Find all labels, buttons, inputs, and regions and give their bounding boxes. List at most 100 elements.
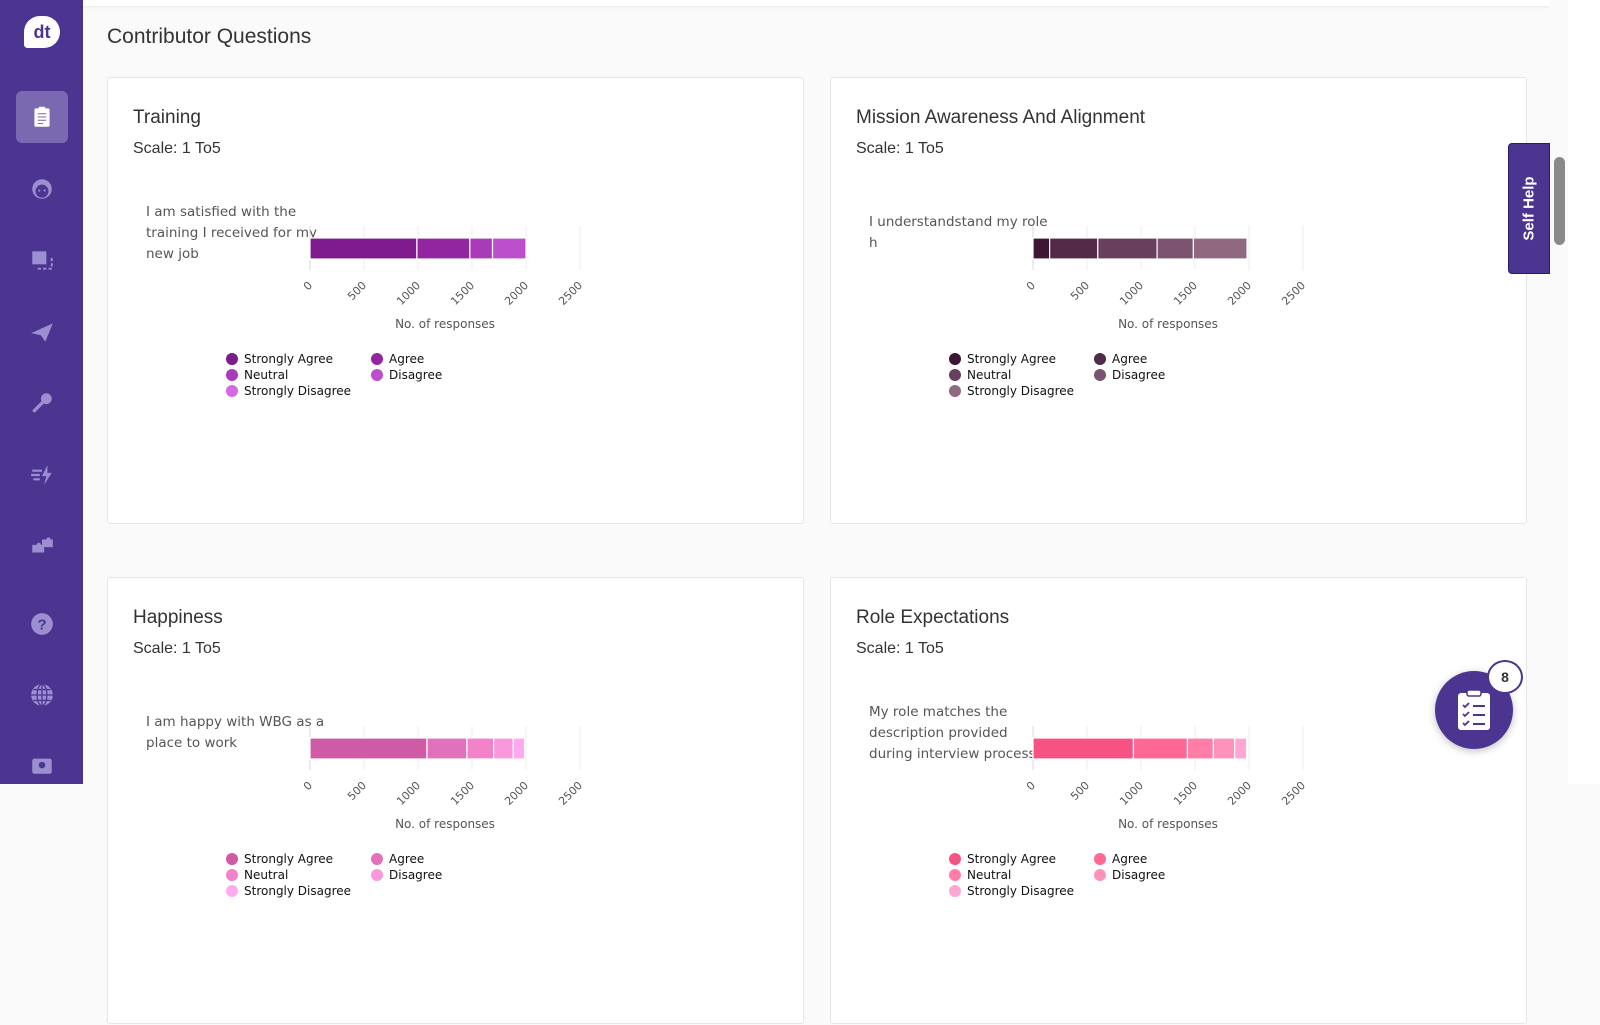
legend-label: Neutral [244, 867, 289, 882]
legend-swatch [371, 868, 383, 881]
screens-icon [32, 251, 53, 270]
legend-item[interactable]: Strongly Disagree [949, 883, 1094, 898]
legend-swatch [949, 884, 961, 897]
bar-segment-strongly-agree [1032, 237, 1051, 260]
legend-item[interactable]: Agree [371, 351, 481, 366]
chart-legend: Strongly Agree Agree Neutral Disagree Strong… [949, 351, 1209, 398]
nav-participants[interactable] [16, 163, 68, 215]
x-tick-label: 2000 [1225, 779, 1254, 808]
nav-help[interactable]: ? [16, 598, 68, 650]
right-margin [1568, 0, 1600, 784]
nav-language[interactable] [16, 669, 68, 721]
tasks-count-badge: 8 [1487, 660, 1523, 694]
legend-label: Strongly Agree [967, 351, 1057, 366]
scrollbar-thumb[interactable] [1554, 157, 1565, 245]
legend-label: Disagree [389, 867, 443, 882]
bar-segment-disagree [1212, 737, 1236, 760]
x-tick-label: 1000 [1117, 279, 1146, 308]
legend-item[interactable]: Disagree [371, 367, 481, 382]
legend-swatch [949, 352, 961, 365]
legend-item[interactable]: Strongly Agree [949, 351, 1094, 366]
nav-surveys[interactable] [16, 91, 68, 143]
sidebar: dt ? [0, 0, 83, 784]
legend-swatch [1094, 368, 1106, 381]
x-tick-label: 1500 [448, 279, 477, 308]
x-axis-title: No. of responses [395, 317, 495, 331]
legend-label: Agree [389, 851, 425, 866]
x-tick-label: 2500 [556, 279, 585, 308]
card-title: Role Expectations [856, 607, 1010, 628]
chart-card-happiness: Happiness Scale: 1 To5 I am happy with W… [107, 577, 804, 1024]
chart-card-mission-awareness-and-alignment: Mission Awareness And Alignment Scale: 1… [830, 77, 1527, 524]
legend-item[interactable]: Strongly Agree [226, 851, 371, 866]
x-tick-label: 2000 [502, 279, 531, 308]
bar-segment-strongly-disagree [1192, 237, 1248, 260]
globe-icon [31, 683, 53, 707]
x-tick-label: 500 [345, 279, 369, 303]
legend-item[interactable]: Neutral [949, 367, 1094, 382]
card-title: Mission Awareness And Alignment [856, 107, 1146, 128]
question-text: I am satisfied with the training I recei… [146, 203, 318, 262]
legend-item[interactable]: Disagree [371, 867, 481, 882]
x-tick-label: 500 [345, 779, 369, 803]
question-text: I understandstand my role h [869, 214, 1048, 251]
key-icon [32, 393, 52, 413]
x-tick-label: 0 [1024, 279, 1038, 293]
x-tick-label: 2500 [1279, 779, 1308, 808]
legend-label: Disagree [1112, 867, 1166, 882]
legend-item[interactable]: Neutral [949, 867, 1094, 882]
legend-item[interactable]: Agree [371, 851, 481, 866]
nav-access[interactable] [16, 377, 68, 429]
legend-swatch [226, 852, 238, 865]
nav-screens[interactable] [16, 234, 68, 286]
nav-camera[interactable] [16, 738, 68, 790]
legend-label: Disagree [1112, 367, 1166, 382]
clipboard-icon [34, 106, 50, 127]
legend-item[interactable]: Agree [1094, 351, 1204, 366]
question-label: My role matches the description provided… [869, 688, 1049, 778]
self-help-button[interactable]: Self Help [1508, 143, 1550, 274]
legend-item[interactable]: Strongly Agree [949, 851, 1094, 866]
bar-segment-agree [1049, 237, 1099, 260]
stacked-bar-chart: 0 500 1000 1500 2000 2500 No. of responses [301, 726, 585, 831]
self-help-label: Self Help [1520, 176, 1538, 241]
nav-distribute[interactable] [16, 306, 68, 358]
svg-text:?: ? [37, 616, 46, 633]
logo[interactable]: dt [24, 16, 60, 48]
legend-item[interactable]: Strongly Disagree [226, 883, 371, 898]
legend-item[interactable]: Disagree [1094, 367, 1204, 382]
legend-item[interactable]: Strongly Disagree [949, 383, 1094, 398]
legend-swatch [1094, 352, 1106, 365]
nav-actions[interactable] [16, 449, 68, 501]
x-axis-title: No. of responses [1118, 817, 1218, 831]
legend-swatch [1094, 868, 1106, 881]
legend-item[interactable]: Neutral [226, 367, 371, 382]
legend-label: Disagree [389, 367, 443, 382]
legend-swatch [949, 384, 961, 397]
legend-swatch [371, 852, 383, 865]
bar-segment-neutral [1097, 237, 1158, 260]
card-scale: Scale: 1 To5 [133, 640, 221, 657]
legend-label: Strongly Agree [244, 851, 334, 866]
legend-item[interactable]: Strongly Disagree [226, 383, 371, 398]
nav-integrations[interactable] [16, 520, 68, 572]
stacked-bar-chart: 0 500 1000 1500 2000 2500 No. of responses [1024, 726, 1308, 831]
scrollbar[interactable] [1550, 0, 1568, 784]
bar-segment-disagree [493, 737, 514, 760]
legend-label: Agree [1112, 351, 1148, 366]
chart-legend: Strongly Agree Agree Neutral Disagree Strong… [226, 351, 486, 398]
x-tick-label: 1500 [1171, 779, 1200, 808]
legend-swatch [371, 352, 383, 365]
question-text: I am happy with WBG as a place to work [146, 714, 325, 751]
legend-label: Strongly Disagree [244, 383, 352, 398]
legend-swatch [226, 352, 238, 365]
x-tick-label: 1500 [448, 779, 477, 808]
legend-item[interactable]: Neutral [226, 867, 371, 882]
legend-item[interactable]: Disagree [1094, 867, 1204, 882]
legend-item[interactable]: Agree [1094, 851, 1204, 866]
legend-swatch [949, 368, 961, 381]
card-scale: Scale: 1 To5 [856, 140, 944, 157]
legend-swatch [226, 868, 238, 881]
legend-item[interactable]: Strongly Agree [226, 351, 371, 366]
legend-label: Neutral [967, 867, 1012, 882]
